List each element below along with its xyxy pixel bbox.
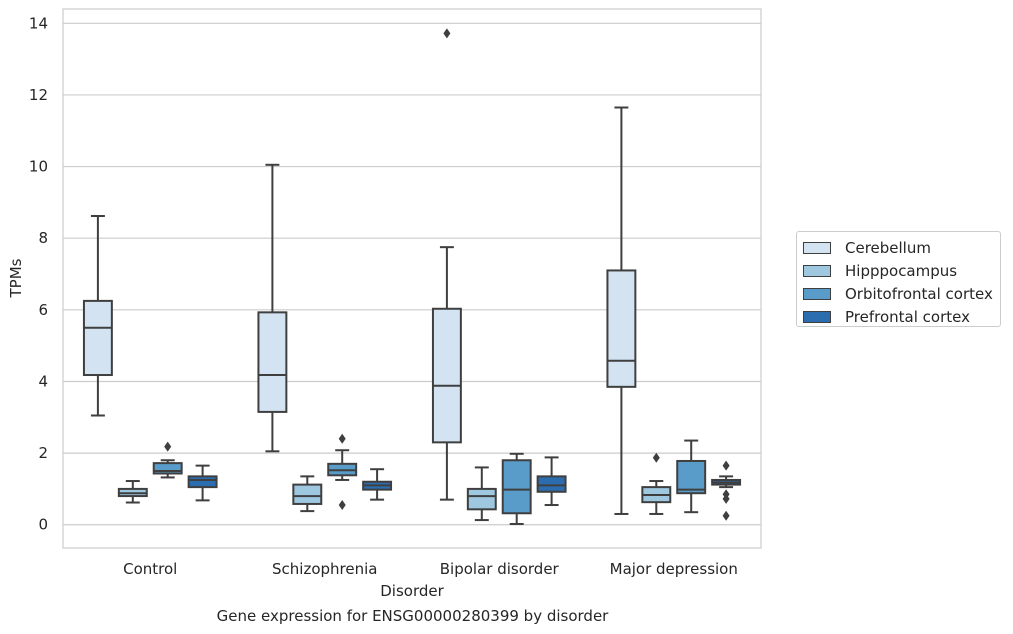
legend-label: Prefrontal cortex: [845, 307, 970, 326]
box-iqr: [257, 311, 288, 413]
y-tick-label: 4: [38, 372, 48, 390]
y-tick-label: 14: [29, 14, 48, 32]
grid-lines: [63, 22, 761, 526]
x-tick-label: Control: [123, 560, 177, 578]
legend-item: Cerebellum: [803, 236, 994, 259]
legend-label: Hipppocampus: [845, 261, 958, 280]
box-hipppocampus: [292, 475, 323, 513]
y-axis-title: TPMs: [7, 258, 25, 298]
outlier-marker: [722, 460, 730, 471]
x-tick-labels: Control Schizophrenia Bipolar disorder Majo…: [123, 560, 738, 578]
box-iqr: [431, 307, 462, 444]
outlier-marker: [443, 28, 451, 39]
y-tick-label: 8: [38, 229, 48, 247]
box-prefrontal-cortex: [187, 464, 218, 502]
box-hipppocampus: [117, 480, 148, 504]
box-iqr: [606, 269, 637, 388]
box-orbitofrontal-cortex: [327, 433, 358, 511]
box-iqr: [536, 475, 567, 493]
boxes: [82, 28, 742, 526]
legend-swatch: [803, 241, 831, 254]
chart-caption: Gene expression for ENSG00000280399 by d…: [216, 607, 609, 625]
legend-swatch: [803, 310, 831, 323]
outlier-marker: [722, 493, 730, 504]
box-iqr: [676, 459, 707, 495]
legend-item: Orbitofrontal cortex: [803, 282, 994, 305]
outlier-marker: [722, 510, 730, 521]
y-tick-label: 0: [38, 516, 48, 534]
plot-frame: [62, 8, 762, 549]
box-iqr: [501, 459, 532, 515]
box-cerebellum: [606, 106, 637, 515]
legend-item: Hipppocampus: [803, 259, 994, 282]
outlier-marker: [338, 500, 346, 511]
box-prefrontal-cortex: [362, 468, 393, 501]
box-cerebellum: [82, 215, 113, 417]
box-prefrontal-cortex: [711, 460, 742, 521]
box-cerebellum: [257, 163, 288, 453]
legend-label: Orbitofrontal cortex: [845, 284, 993, 303]
box-iqr: [292, 483, 323, 505]
y-tick-labels: 0 2 4 6 8 10 12 14: [29, 14, 48, 533]
legend-label: Cerebellum: [845, 238, 931, 257]
box-orbitofrontal-cortex: [501, 452, 532, 526]
box-hipppocampus: [466, 466, 497, 522]
x-tick-label: Bipolar disorder: [440, 560, 560, 578]
x-axis-title: Disorder: [380, 582, 444, 600]
box-iqr: [152, 462, 183, 475]
legend-item: Prefrontal cortex: [803, 305, 994, 328]
box-iqr: [466, 487, 497, 511]
x-tick-label: Major depression: [610, 560, 738, 578]
legend-swatch: [803, 287, 831, 300]
legend: Cerebellum Hipppocampus Orbitofrontal cort…: [796, 231, 1001, 327]
box-prefrontal-cortex: [536, 456, 567, 507]
legend-swatch: [803, 264, 831, 277]
box-iqr: [82, 299, 113, 377]
x-tick-label: Schizophrenia: [272, 560, 377, 578]
y-tick-label: 2: [38, 444, 48, 462]
y-tick-label: 6: [38, 301, 48, 319]
box-iqr: [187, 475, 218, 489]
outlier-marker: [338, 433, 346, 444]
box-orbitofrontal-cortex: [152, 441, 183, 479]
y-tick-label: 12: [29, 86, 48, 104]
box-cerebellum: [431, 28, 462, 501]
box-hipppocampus: [641, 452, 672, 515]
y-tick-label: 10: [29, 158, 48, 176]
outlier-marker: [164, 441, 172, 452]
outlier-marker: [652, 452, 660, 463]
box-orbitofrontal-cortex: [676, 439, 707, 514]
